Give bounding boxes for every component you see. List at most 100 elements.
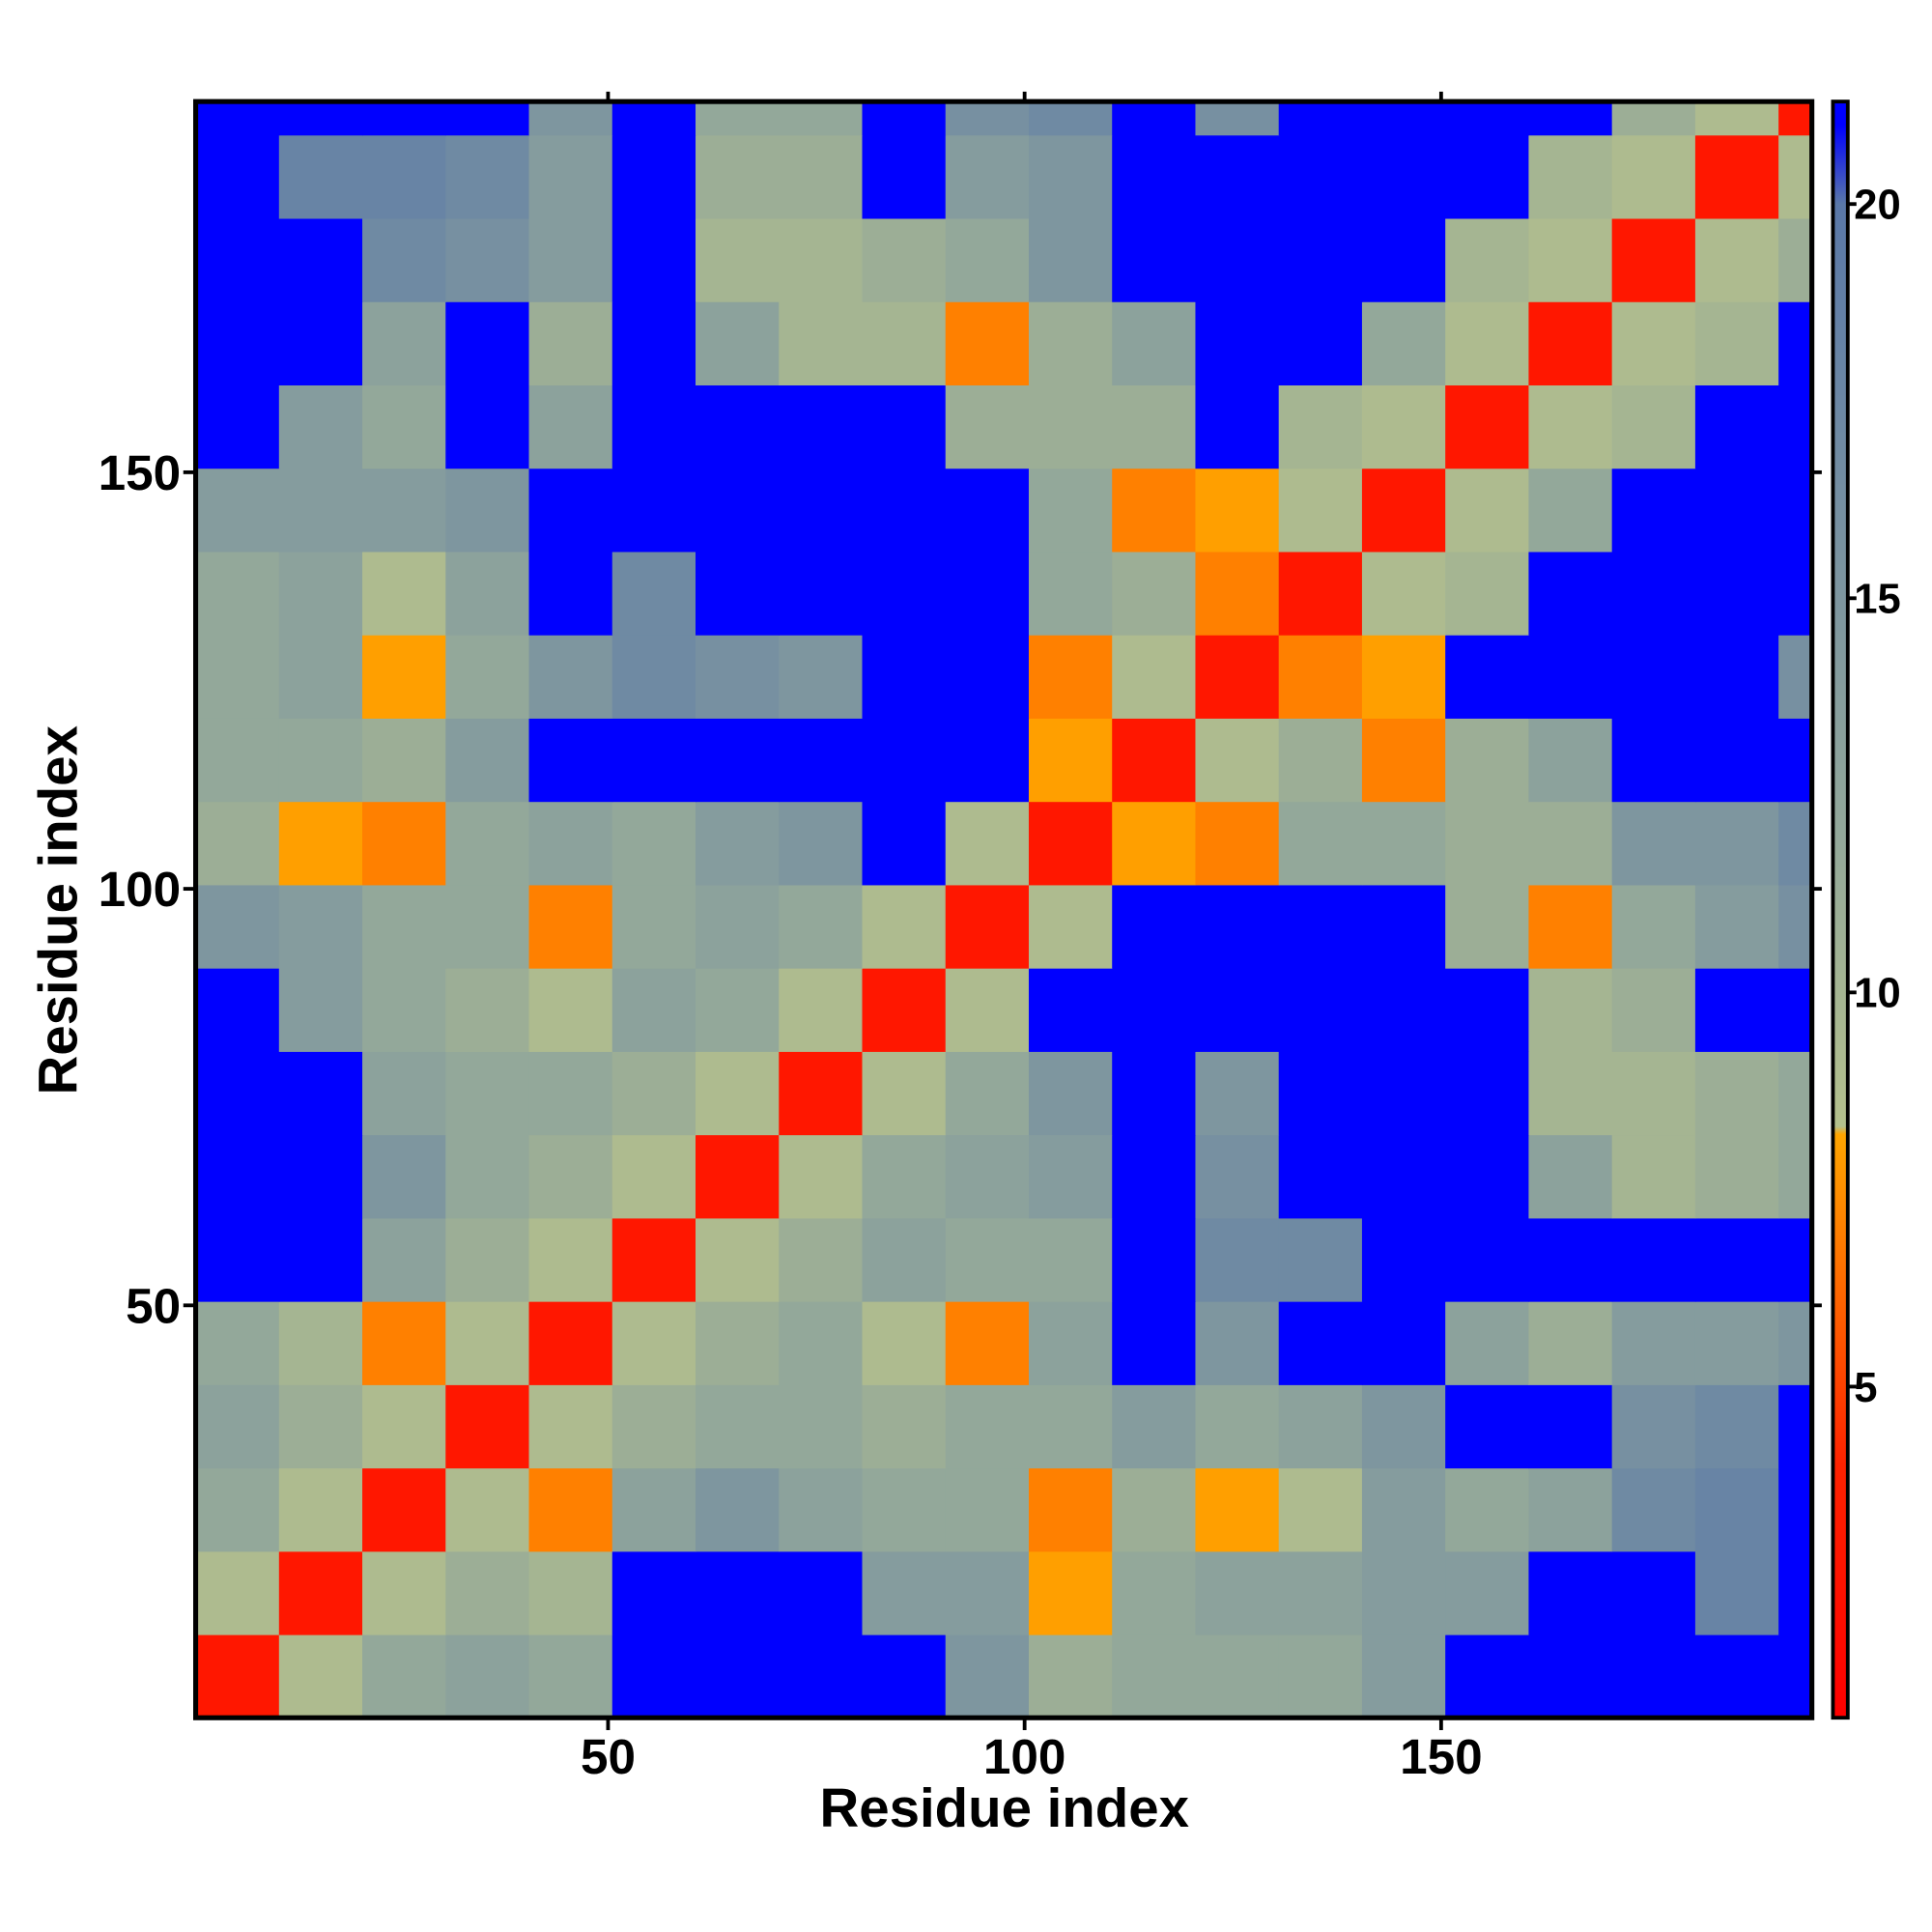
heat-cell xyxy=(445,217,530,302)
heat-cell xyxy=(696,1134,780,1219)
heat-cell xyxy=(1694,801,1779,886)
heat-cell xyxy=(362,1217,446,1302)
heat-cell xyxy=(696,1634,780,1719)
y-axis-title: Residue index xyxy=(27,725,88,1094)
heat-cell xyxy=(1361,1217,1446,1302)
heat-cell xyxy=(779,1384,864,1469)
heat-cell xyxy=(1361,1467,1446,1552)
heat-cell xyxy=(1694,217,1779,302)
heat-cell xyxy=(1445,551,1530,636)
heat-cell xyxy=(945,1217,1030,1302)
heat-cell xyxy=(1112,1634,1197,1719)
heat-cell xyxy=(1611,217,1696,302)
heat-cell xyxy=(945,884,1030,969)
heat-cell xyxy=(1028,551,1113,636)
heat-cell xyxy=(1195,1051,1280,1136)
heat-cell xyxy=(611,718,696,803)
heat-cell xyxy=(528,635,613,719)
heat-cell xyxy=(1278,1300,1363,1385)
heat-cell xyxy=(195,968,280,1052)
heat-cell xyxy=(278,1550,363,1635)
heat-cell xyxy=(1195,384,1280,469)
heat-cell xyxy=(1278,718,1363,803)
heat-cell xyxy=(1611,968,1696,1052)
heat-cell xyxy=(779,1550,864,1635)
heat-cell xyxy=(195,134,280,219)
x-tick-label: 150 xyxy=(1400,1729,1483,1784)
heat-cell xyxy=(528,134,613,219)
heat-cell xyxy=(945,1051,1030,1136)
heat-cell xyxy=(779,1300,864,1385)
heat-cell xyxy=(1694,1467,1779,1552)
heat-cell xyxy=(696,801,780,886)
heat-cell xyxy=(1778,134,1813,219)
heat-cell xyxy=(945,968,1030,1052)
heat-cell xyxy=(696,1550,780,1635)
heat-cell xyxy=(445,635,530,719)
heat-cell xyxy=(862,1634,947,1719)
heat-cell xyxy=(362,1467,446,1552)
heat-cell xyxy=(1028,1467,1113,1552)
heat-cell xyxy=(1528,1051,1613,1136)
heat-cell xyxy=(195,1467,280,1552)
heat-cell xyxy=(278,217,363,302)
heat-cell xyxy=(1611,718,1696,803)
heat-cell xyxy=(1361,1384,1446,1469)
heat-cell xyxy=(528,551,613,636)
heat-cell xyxy=(1528,1300,1613,1385)
heat-cell xyxy=(1278,1051,1363,1136)
heat-cell xyxy=(1694,635,1779,719)
heat-cell xyxy=(528,801,613,886)
heat-cell xyxy=(945,1300,1030,1385)
heat-cell xyxy=(278,1300,363,1385)
heat-cell xyxy=(1112,1051,1197,1136)
heat-cell xyxy=(945,801,1030,886)
y-tick-label: 100 xyxy=(99,862,182,917)
heat-cell xyxy=(1112,968,1197,1052)
heat-cell xyxy=(1112,384,1197,469)
heat-cell xyxy=(1278,101,1363,136)
heat-cell xyxy=(779,1634,864,1719)
heat-cell xyxy=(1778,384,1813,469)
heat-cell xyxy=(1611,1300,1696,1385)
heat-cell xyxy=(1445,968,1530,1052)
heat-cell xyxy=(696,884,780,969)
heat-cell xyxy=(1528,1217,1613,1302)
heat-cell xyxy=(696,635,780,719)
heat-cell xyxy=(362,468,446,553)
heat-cell xyxy=(195,1634,280,1719)
heat-cell xyxy=(1445,1467,1530,1552)
heat-cell xyxy=(1028,468,1113,553)
heat-cell xyxy=(1528,968,1613,1052)
heat-cell xyxy=(611,1384,696,1469)
heat-cell xyxy=(362,217,446,302)
heat-cell xyxy=(1195,551,1280,636)
heat-cell xyxy=(1611,1051,1696,1136)
heat-cell xyxy=(1445,1217,1530,1302)
heat-cell xyxy=(1195,1217,1280,1302)
heat-cell xyxy=(1278,1467,1363,1552)
heat-cell xyxy=(1195,101,1280,136)
heat-cell xyxy=(1611,384,1696,469)
heat-cell xyxy=(1195,1384,1280,1469)
heat-cell xyxy=(696,1467,780,1552)
heat-cell xyxy=(1778,1051,1813,1136)
heat-cell xyxy=(1694,301,1779,385)
heat-cell xyxy=(1611,301,1696,385)
heat-cell xyxy=(611,1467,696,1552)
heat-cell xyxy=(1195,134,1280,219)
heat-cell xyxy=(1611,884,1696,969)
heat-cell xyxy=(1278,968,1363,1052)
heat-cell xyxy=(1112,884,1197,969)
heat-cell xyxy=(528,1300,613,1385)
heat-cell xyxy=(278,1217,363,1302)
heat-cell xyxy=(445,1051,530,1136)
heat-cell xyxy=(862,1550,947,1635)
heat-cell xyxy=(1778,217,1813,302)
heat-cell xyxy=(1778,1217,1813,1302)
heat-cell xyxy=(1278,301,1363,385)
heat-cell xyxy=(445,884,530,969)
heat-cell xyxy=(862,134,947,219)
heat-cell xyxy=(445,468,530,553)
heat-cell xyxy=(1445,884,1530,969)
